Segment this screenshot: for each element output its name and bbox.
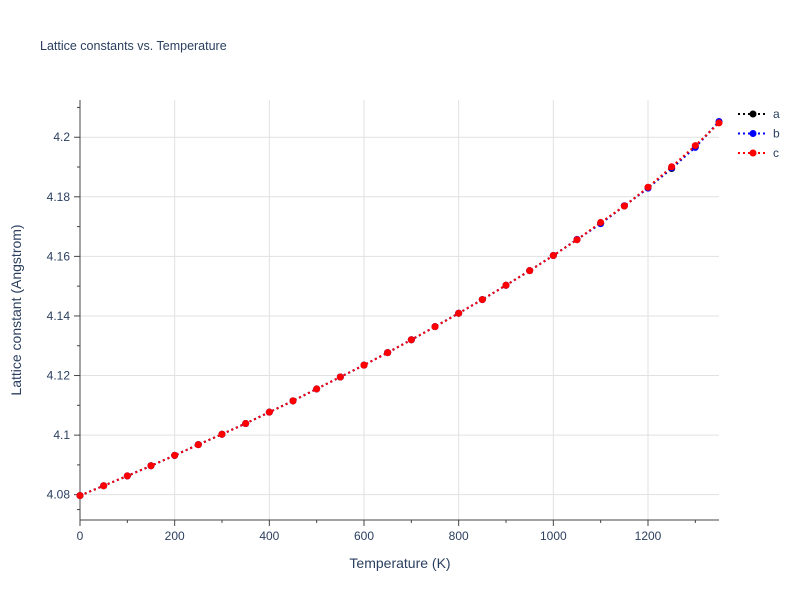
data-point-c xyxy=(691,142,699,150)
y-tick-label: 4.1 xyxy=(53,428,70,442)
x-tick-label: 200 xyxy=(165,529,185,543)
x-tick-label: 1000 xyxy=(540,529,567,543)
data-point-c xyxy=(715,119,723,127)
x-axis-title: Temperature (K) xyxy=(349,555,450,571)
data-point-c xyxy=(123,472,131,480)
data-point-c xyxy=(455,309,463,317)
legend[interactable]: abc xyxy=(738,107,780,160)
data-point-c xyxy=(668,163,676,171)
series-line-a xyxy=(79,121,720,497)
y-tick-label: 4.18 xyxy=(47,190,71,204)
data-point-c xyxy=(384,349,392,357)
legend-label-b: b xyxy=(773,127,780,141)
data-point-c xyxy=(100,482,108,490)
x-tick-label: 400 xyxy=(259,529,279,543)
data-point-c xyxy=(147,462,155,470)
data-point-c xyxy=(549,251,557,259)
data-point-c xyxy=(597,218,605,226)
legend-label-a: a xyxy=(773,107,780,121)
data-point-c xyxy=(573,236,581,244)
data-point-c xyxy=(289,397,297,405)
y-tick-label: 4.12 xyxy=(47,369,71,383)
series-c xyxy=(76,119,723,500)
data-point-c xyxy=(76,492,84,500)
data-point-c xyxy=(502,281,510,289)
y-tick-label: 4.08 xyxy=(47,488,71,502)
data-point-c xyxy=(194,441,202,449)
y-tick-label: 4.14 xyxy=(47,309,71,323)
y-tick-label: 4.16 xyxy=(47,249,71,263)
legend-item-a[interactable]: a xyxy=(738,107,780,121)
data-point-c xyxy=(526,267,534,275)
series-a xyxy=(76,118,723,500)
series-b xyxy=(76,117,723,500)
data-point-c xyxy=(407,336,415,344)
data-point-c xyxy=(265,408,273,416)
x-tick-label: 600 xyxy=(354,529,374,543)
legend-marker-a xyxy=(749,110,757,118)
data-point-c xyxy=(313,385,321,393)
series-layer xyxy=(76,117,723,500)
data-point-c xyxy=(242,419,250,427)
legend-marker-c xyxy=(749,149,757,157)
x-tick-label: 800 xyxy=(449,529,469,543)
legend-item-c[interactable]: c xyxy=(738,146,779,160)
data-point-c xyxy=(431,323,439,331)
data-point-c xyxy=(171,451,179,459)
series-line-b xyxy=(79,120,720,497)
data-point-c xyxy=(620,202,628,210)
legend-marker-b xyxy=(749,130,757,137)
legend-label-c: c xyxy=(773,146,779,160)
data-point-c xyxy=(336,373,344,381)
data-point-c xyxy=(478,296,486,304)
legend-item-b[interactable]: b xyxy=(738,127,780,141)
series-line-c xyxy=(79,122,720,497)
grid xyxy=(80,100,719,520)
data-point-c xyxy=(644,183,652,191)
x-tick-label: 1200 xyxy=(635,529,662,543)
y-tick-label: 4.2 xyxy=(53,130,70,144)
data-point-c xyxy=(218,430,226,438)
axes: 0 200 400 600 800 1000 1200 4.08 4.1 4.12 4.14 4.16… xyxy=(47,100,719,543)
y-axis-title: Lattice constant (Angstrom) xyxy=(8,224,24,395)
data-point-c xyxy=(360,361,368,369)
chart-title: Lattice constants vs. Temperature xyxy=(40,39,227,53)
x-tick-label: 0 xyxy=(77,529,84,543)
